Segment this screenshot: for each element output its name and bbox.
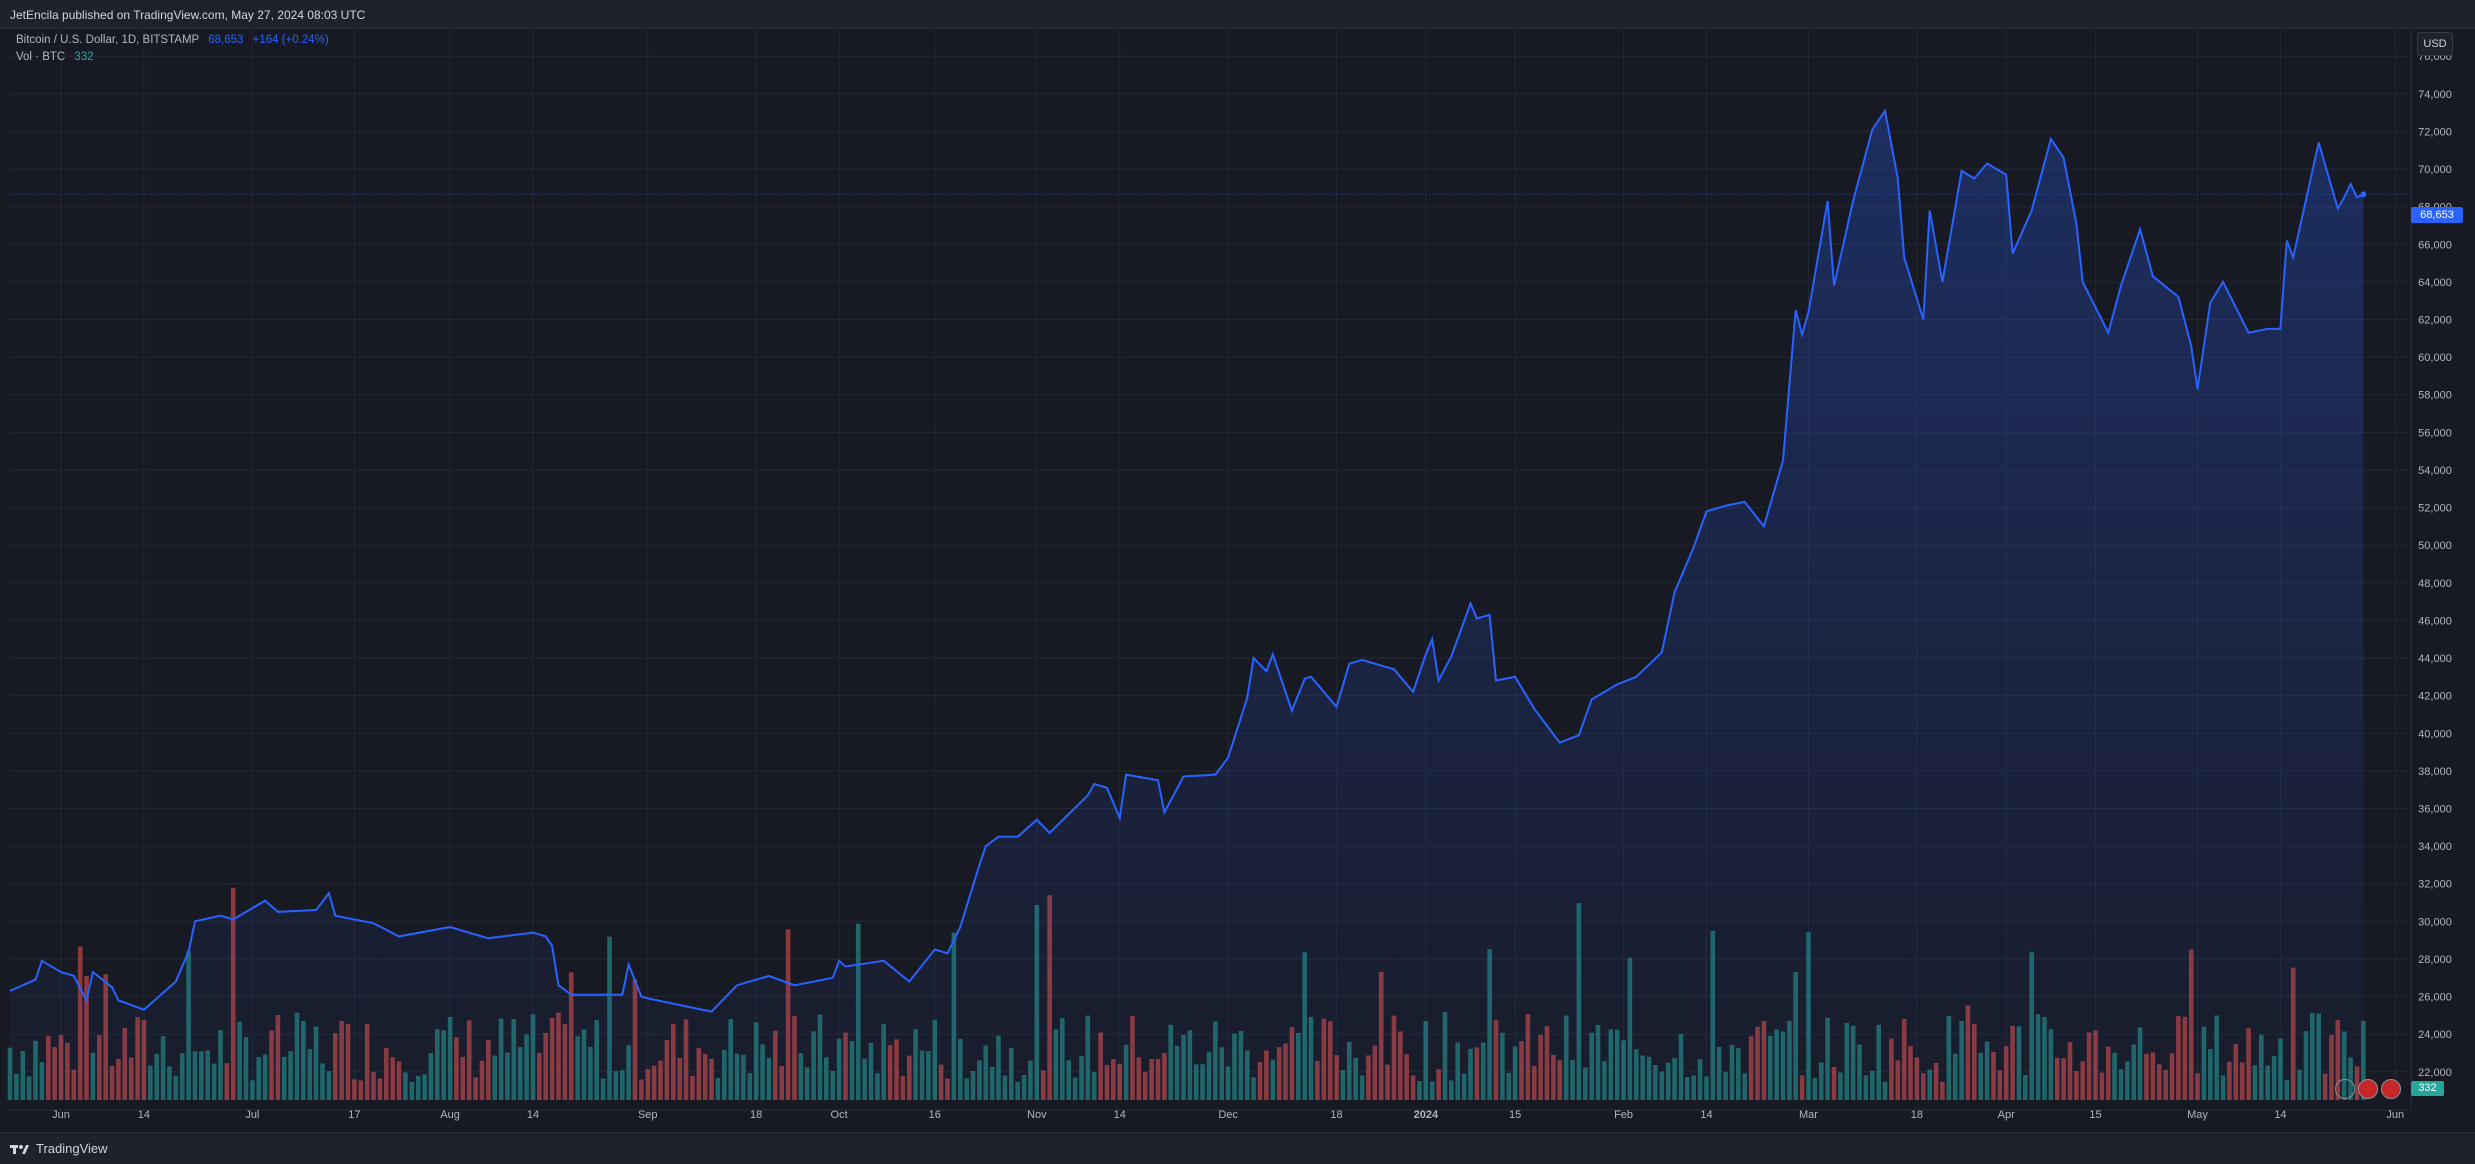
time-tick-label: 18 [1330, 1109, 1342, 1121]
time-tick-label: Dec [1218, 1109, 1238, 1121]
time-axis: Jun 14 Jul 17 Aug 14 Sep 18 Oct 16 Nov 14 Dec 18 2024 1… [10, 1109, 2408, 1121]
time-tick-label: Jun [52, 1109, 70, 1121]
price-tick-label: 48,000 [2418, 578, 2452, 590]
time-tick-label: Sep [638, 1109, 658, 1121]
flag-icon[interactable] [2381, 1079, 2401, 1099]
price-tick-label: 54,000 [2418, 465, 2452, 477]
time-tick-label: Apr [1998, 1109, 2015, 1121]
volume-label: Vol · BTC [16, 51, 66, 63]
price-tick-label: 34,000 [2418, 841, 2452, 853]
time-tick-label: Mar [1799, 1109, 1818, 1121]
symbol-legend: Bitcoin / U.S. Dollar, 1D, BITSTAMP 68,6… [16, 34, 329, 46]
price-area [10, 110, 2364, 1101]
price-tick-label: 74,000 [2418, 89, 2452, 101]
time-tick-label: Oct [831, 1109, 848, 1121]
price-tick-label: 60,000 [2418, 352, 2452, 364]
last-price-dot [2360, 191, 2367, 198]
flag-icon[interactable] [2358, 1079, 2378, 1099]
price-tick-label: 32,000 [2418, 879, 2452, 891]
price-tick-label: 52,000 [2418, 503, 2452, 515]
time-tick-label: 14 [138, 1109, 150, 1121]
time-tick-label: Aug [440, 1109, 460, 1121]
event-icon[interactable] [2335, 1079, 2355, 1099]
price-tick-label: 36,000 [2418, 803, 2452, 815]
price-tick-label: 50,000 [2418, 540, 2452, 552]
time-tick-label: 15 [2089, 1109, 2101, 1121]
time-tick-label: 14 [1700, 1109, 1712, 1121]
price-tick-label: 46,000 [2418, 615, 2452, 627]
time-tick-label: 18 [1911, 1109, 1923, 1121]
price-tick-label: 38,000 [2418, 766, 2452, 778]
price-tick-label: 70,000 [2418, 164, 2452, 176]
price-tick-label: 56,000 [2418, 427, 2452, 439]
time-tick-label: Nov [1027, 1109, 1047, 1121]
time-tick-label: Jun [2386, 1109, 2404, 1121]
price-tick-label: 22,000 [2418, 1067, 2452, 1079]
time-tick-label: Jul [245, 1109, 259, 1121]
time-tick-label: 18 [750, 1109, 762, 1121]
time-tick-label: 14 [1114, 1109, 1126, 1121]
time-tick-label: 16 [929, 1109, 941, 1121]
header-bar: JetEncila published on TradingView.com, … [0, 0, 2475, 29]
time-tick-label: 2024 [1414, 1109, 1439, 1121]
time-tick-label: 17 [348, 1109, 360, 1121]
price-tick-label: 72,000 [2418, 126, 2452, 138]
time-tick-label: Feb [1614, 1109, 1633, 1121]
currency-button[interactable]: USD [2417, 32, 2453, 56]
price-change: +164 (+0.24%) [252, 34, 329, 46]
last-price-tag: 68,653 [2411, 207, 2463, 223]
volume-tag: 332 [2411, 1081, 2444, 1096]
tradingview-logo[interactable]: TradingView [10, 1141, 108, 1156]
price-line [9, 108, 2364, 1013]
price-tick-label: 44,000 [2418, 653, 2452, 665]
volume-legend: Vol · BTC 332 [16, 51, 94, 63]
time-tick-label: 14 [527, 1109, 539, 1121]
volume-value: 332 [74, 51, 94, 63]
price-axis: 22,000 24,000 26,000 28,000 30,000 32,000 34,0… [2410, 28, 2452, 1110]
time-tick-label: May [2187, 1109, 2208, 1121]
published-info: JetEncila published on TradingView.com, … [10, 8, 366, 22]
tradingview-icon [10, 1144, 29, 1154]
price-tick-label: 62,000 [2418, 315, 2452, 327]
price-tick-label: 24,000 [2418, 1029, 2452, 1041]
price-tick-label: 26,000 [2418, 992, 2452, 1004]
price-tick-label: 28,000 [2418, 954, 2452, 966]
price-tick-label: 58,000 [2418, 390, 2452, 402]
volume-bar [2361, 1020, 2366, 1100]
event-markers[interactable] [2335, 1079, 2401, 1099]
price-tick-label: 42,000 [2418, 691, 2452, 703]
last-price: 68,653 [208, 34, 244, 46]
footer-bar: TradingView [0, 1132, 2475, 1164]
price-tick-label: 66,000 [2418, 239, 2452, 251]
time-tick-label: 15 [1509, 1109, 1521, 1121]
price-tick-label: 40,000 [2418, 728, 2452, 740]
price-tick-label: 64,000 [2418, 277, 2452, 289]
price-tick-label: 30,000 [2418, 916, 2452, 928]
symbol-name: Bitcoin / U.S. Dollar, 1D, BITSTAMP [16, 34, 199, 46]
time-tick-label: 14 [2274, 1109, 2286, 1121]
brand-name: TradingView [36, 1141, 108, 1156]
